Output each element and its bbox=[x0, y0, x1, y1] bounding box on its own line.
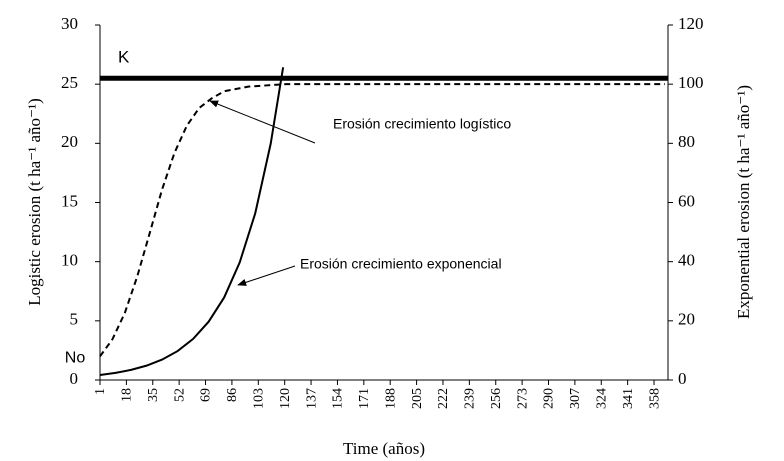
x-tick-label: 120 bbox=[278, 388, 293, 409]
x-tick-label: 137 bbox=[304, 388, 319, 409]
y2-tick-label: 60 bbox=[678, 191, 695, 210]
y-tick-label: 5 bbox=[70, 310, 79, 329]
x-tick-label: 290 bbox=[542, 388, 557, 409]
y-tick-label: 15 bbox=[61, 191, 78, 210]
x-tick-label: 358 bbox=[647, 388, 662, 409]
y-tick-label: 30 bbox=[61, 14, 78, 33]
x-tick-label: 307 bbox=[568, 388, 583, 409]
y-tick-label: 10 bbox=[61, 251, 78, 270]
y-tick-label: 0 bbox=[70, 369, 79, 388]
annotation: Erosión crecimiento logístico bbox=[333, 116, 511, 132]
y2-tick-label: 120 bbox=[678, 14, 704, 33]
series-line bbox=[99, 83, 665, 357]
series-line bbox=[99, 67, 285, 376]
y2-tick-label: 100 bbox=[678, 73, 704, 92]
y2-axis-label: Exponential erosion (t ha⁻¹ año⁻¹) bbox=[734, 85, 753, 319]
y2-tick-label: 80 bbox=[678, 132, 695, 151]
x-tick-label: 154 bbox=[331, 388, 346, 409]
annotation-arrow bbox=[237, 265, 296, 286]
x-tick-label: 341 bbox=[621, 388, 636, 409]
y-tick-label: 20 bbox=[61, 132, 78, 151]
x-tick-label: 69 bbox=[199, 388, 214, 402]
x-tick-label: 18 bbox=[120, 388, 135, 402]
x-tick-label: 35 bbox=[146, 388, 161, 402]
x-tick-label: 52 bbox=[172, 388, 187, 402]
x-axis-label: Time (años) bbox=[343, 439, 425, 458]
x-tick-label: 205 bbox=[410, 388, 425, 409]
x-tick-label: 171 bbox=[357, 388, 372, 409]
y2-tick-label: 20 bbox=[678, 310, 695, 329]
y2-tick-label: 0 bbox=[678, 369, 687, 388]
x-tick-label: 324 bbox=[594, 388, 609, 409]
annotation: Erosión crecimiento exponencial bbox=[300, 256, 502, 272]
y2-tick-label: 40 bbox=[678, 251, 695, 270]
x-tick-label: 239 bbox=[463, 388, 478, 409]
x-tick-label: 188 bbox=[383, 388, 398, 409]
x-tick-label: 1 bbox=[93, 388, 108, 395]
x-tick-label: 273 bbox=[515, 388, 530, 409]
x-tick-label: 222 bbox=[436, 388, 451, 409]
y-axis-label: Logistic erosion (t ha⁻¹ año⁻¹) bbox=[25, 98, 44, 306]
x-tick-label: 86 bbox=[225, 388, 240, 402]
reference-label: K bbox=[118, 48, 130, 67]
y-tick-label: 25 bbox=[61, 73, 78, 92]
annotation-arrow bbox=[209, 100, 316, 144]
x-tick-label: 256 bbox=[489, 388, 504, 409]
start-label: No bbox=[65, 350, 86, 367]
x-tick-label: 103 bbox=[252, 388, 267, 409]
